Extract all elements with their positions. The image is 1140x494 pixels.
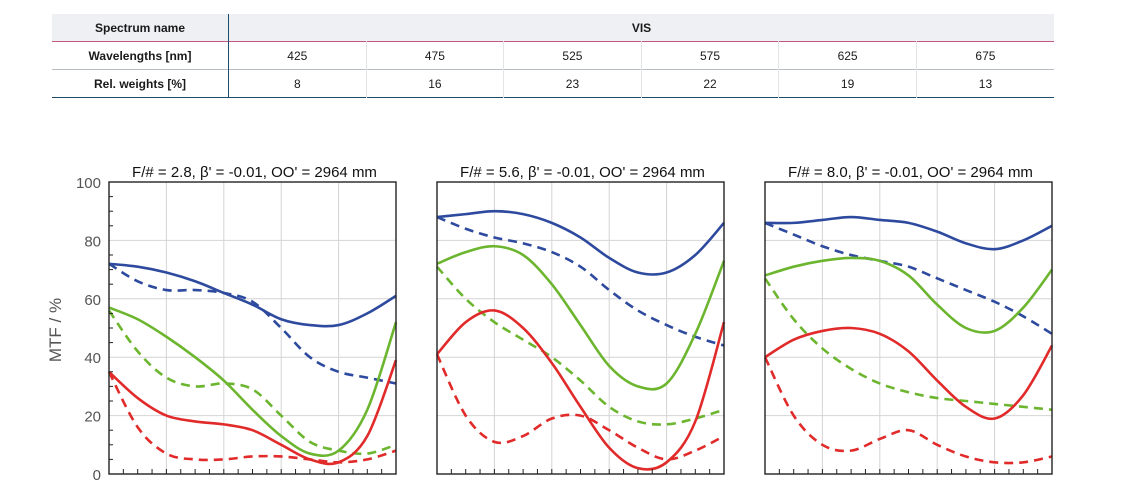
wavelengths-header: Wavelengths [nm] [52, 41, 229, 70]
mtf-series-line [107, 309, 397, 456]
mtf-series-line [436, 265, 725, 426]
table-cell: 625 [778, 41, 917, 70]
y-tick-label: 20 [84, 409, 101, 426]
spectrum-table: Spectrum name VIS Wavelengths [nm] 425 4… [52, 14, 1054, 98]
chart-title: F/# = 2.8, β' = -0.01, OO' = 2964 mm [132, 164, 377, 181]
table-cell: 575 [641, 41, 780, 70]
table-cell: 8 [228, 69, 367, 98]
y-tick-label: 40 [84, 350, 101, 367]
spectrum-name-header: Spectrum name [52, 14, 229, 42]
mtf-series-line [108, 359, 398, 466]
mtf-series-line [435, 353, 725, 461]
y-tick-label: 0 [93, 467, 101, 484]
mtf-series-line [436, 244, 726, 391]
table-cell: 16 [366, 69, 505, 98]
mtf-series-line [108, 306, 398, 458]
chart-title: F/# = 8.0, β' = -0.01, OO' = 2964 mm [788, 164, 1033, 181]
table-cell: 19 [778, 69, 917, 98]
mtf-series-line [436, 209, 725, 276]
mtf-series-line [436, 309, 726, 471]
table-row: Wavelengths [nm] 425 475 525 575 625 675 [52, 41, 1054, 70]
mtf-series-line [763, 356, 1053, 465]
rel-weights-header: Rel. weights [%] [52, 69, 229, 98]
mtf-series-line [764, 221, 1053, 335]
mtf-series-line [764, 215, 1053, 251]
table-cell: 525 [503, 41, 642, 70]
table-cell: 425 [228, 41, 367, 70]
mtf-series-line [108, 262, 397, 328]
spectrum-name-value: VIS [228, 14, 1054, 42]
mtf-series-line [436, 215, 725, 347]
mtf-series-line [763, 277, 1053, 412]
mtf-series-line [764, 256, 1054, 334]
mtf-series-line [108, 262, 397, 385]
table-header-row: Spectrum name VIS [52, 14, 1054, 42]
mtf-series-line [107, 371, 397, 464]
table-row: Rel. weights [%] 8 16 23 22 19 13 [52, 69, 1054, 98]
table-cell: 23 [503, 69, 642, 98]
mtf-series-line [764, 326, 1054, 421]
chart-title: F/# = 5.6, β' = -0.01, OO' = 2964 mm [460, 164, 705, 181]
table-cell: 13 [978, 76, 993, 91]
plot-frame [436, 181, 725, 475]
table-cell: 22 [641, 69, 780, 98]
table-cell: 475 [366, 41, 505, 70]
y-axis-label: MTF / % [46, 298, 65, 362]
y-tick-label: 80 [84, 233, 101, 250]
table-cell: 675 [975, 48, 996, 63]
y-tick-label: 100 [76, 175, 101, 192]
y-tick-label: 60 [84, 292, 101, 309]
